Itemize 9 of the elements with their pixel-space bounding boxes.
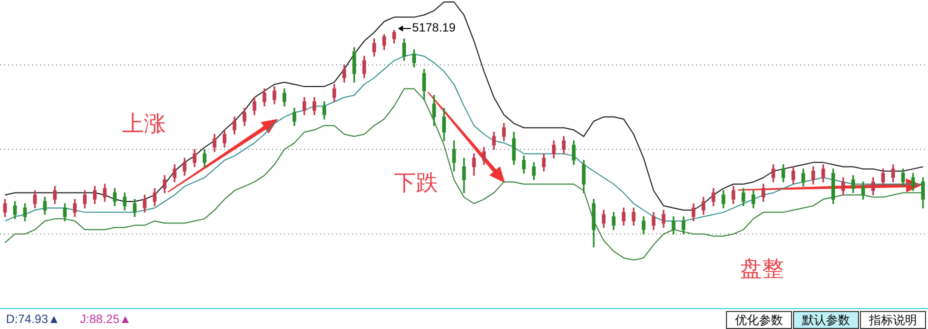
text: 默认参数 (793, 311, 859, 329)
annotation: 上涨 (122, 111, 166, 136)
annotation: 5178.19 (412, 20, 456, 34)
text: D:74.93▲ (6, 312, 60, 326)
annotation: 下跌 (394, 170, 438, 196)
text: 优化参数 (726, 311, 792, 329)
text: 盘整 (740, 256, 784, 282)
text: J:88.25▲ (80, 312, 132, 326)
text: 指标说明 (860, 311, 926, 329)
